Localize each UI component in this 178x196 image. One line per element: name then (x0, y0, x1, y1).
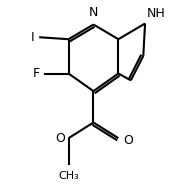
Text: O: O (55, 132, 65, 145)
Text: O: O (124, 134, 134, 147)
Text: NH: NH (147, 7, 166, 20)
Text: I: I (31, 31, 35, 44)
Text: F: F (33, 67, 40, 80)
Text: CH₃: CH₃ (58, 171, 79, 181)
Text: N: N (89, 6, 98, 19)
